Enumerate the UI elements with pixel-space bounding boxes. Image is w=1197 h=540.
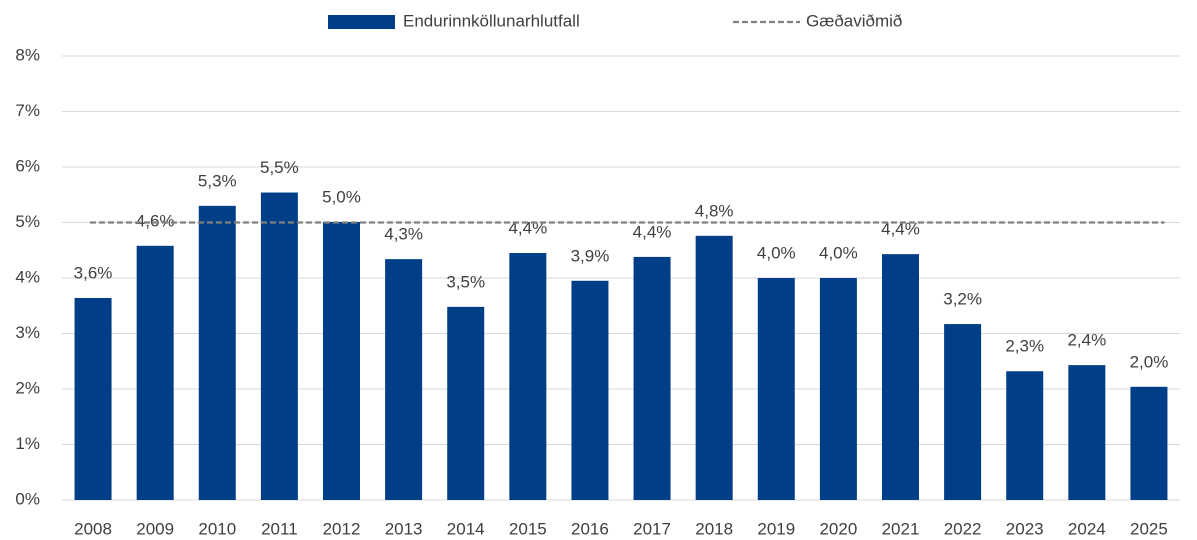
bar: [385, 259, 423, 500]
legend-label: Endurinnköllunarhlutfall: [403, 11, 580, 30]
y-tick-label: 0%: [15, 489, 40, 508]
data-label: 4,4%: [881, 220, 920, 239]
x-tick-label: 2014: [447, 519, 485, 538]
bar: [323, 221, 360, 500]
x-tick-label: 2024: [1068, 519, 1106, 538]
data-label: 4,0%: [757, 243, 796, 262]
bar: [74, 297, 112, 500]
bar: [944, 324, 982, 500]
y-tick-label: 7%: [15, 101, 40, 120]
bar: [1130, 386, 1168, 500]
x-tick-label: 2020: [819, 519, 857, 538]
y-tick-label: 2%: [15, 378, 40, 397]
data-label: 4,3%: [384, 225, 423, 244]
bar: [695, 235, 733, 500]
data-label: 3,5%: [446, 272, 485, 291]
data-label: 4,4%: [508, 219, 547, 238]
x-tick-label: 2023: [1006, 519, 1044, 538]
data-label: 2,4%: [1067, 331, 1106, 350]
x-tick-label: 2021: [882, 519, 920, 538]
data-label: 3,2%: [943, 290, 982, 309]
bar: [260, 192, 298, 500]
bar: [136, 245, 174, 500]
x-tick-label: 2025: [1130, 519, 1168, 538]
bar: [509, 253, 547, 500]
x-tick-label: 2018: [695, 519, 733, 538]
data-label: 4,0%: [819, 243, 858, 262]
x-tick-label: 2010: [198, 519, 236, 538]
bar: [571, 280, 609, 500]
bar: [882, 254, 919, 500]
bar: [1068, 365, 1106, 500]
x-tick-label: 2012: [323, 519, 361, 538]
x-tick-label: 2008: [74, 519, 112, 538]
y-tick-label: 3%: [15, 323, 40, 342]
legend-swatch: [328, 15, 395, 29]
bar: [633, 256, 671, 500]
data-label: 4,6%: [136, 211, 175, 230]
data-label: 5,3%: [198, 171, 237, 190]
y-tick-label: 4%: [15, 267, 40, 286]
data-label: 5,5%: [260, 158, 299, 177]
x-tick-label: 2011: [261, 519, 298, 538]
x-tick-label: 2009: [136, 519, 174, 538]
y-tick-label: 1%: [15, 434, 40, 453]
legend-label: Gæðaviðmið: [806, 11, 902, 30]
x-tick-label: 2016: [571, 519, 609, 538]
data-label: 2,3%: [1005, 337, 1044, 356]
data-label: 5,0%: [322, 187, 361, 206]
data-label: 3,9%: [571, 246, 610, 265]
y-tick-label: 6%: [15, 156, 40, 175]
x-tick-label: 2013: [385, 519, 423, 538]
data-label: 3,6%: [74, 263, 113, 282]
y-tick-label: 5%: [15, 212, 40, 231]
data-label: 4,4%: [633, 222, 672, 241]
x-tick-label: 2019: [757, 519, 795, 538]
bar: [198, 205, 236, 500]
bar: [447, 306, 485, 500]
x-tick-label: 2017: [633, 519, 671, 538]
x-tick-label: 2022: [944, 519, 982, 538]
data-label: 2,0%: [1130, 352, 1169, 371]
bar: [819, 278, 857, 500]
bar: [1006, 371, 1044, 500]
x-tick-label: 2015: [509, 519, 547, 538]
y-tick-label: 8%: [15, 45, 40, 64]
data-label: 4,8%: [695, 201, 734, 220]
bar: [757, 278, 795, 500]
